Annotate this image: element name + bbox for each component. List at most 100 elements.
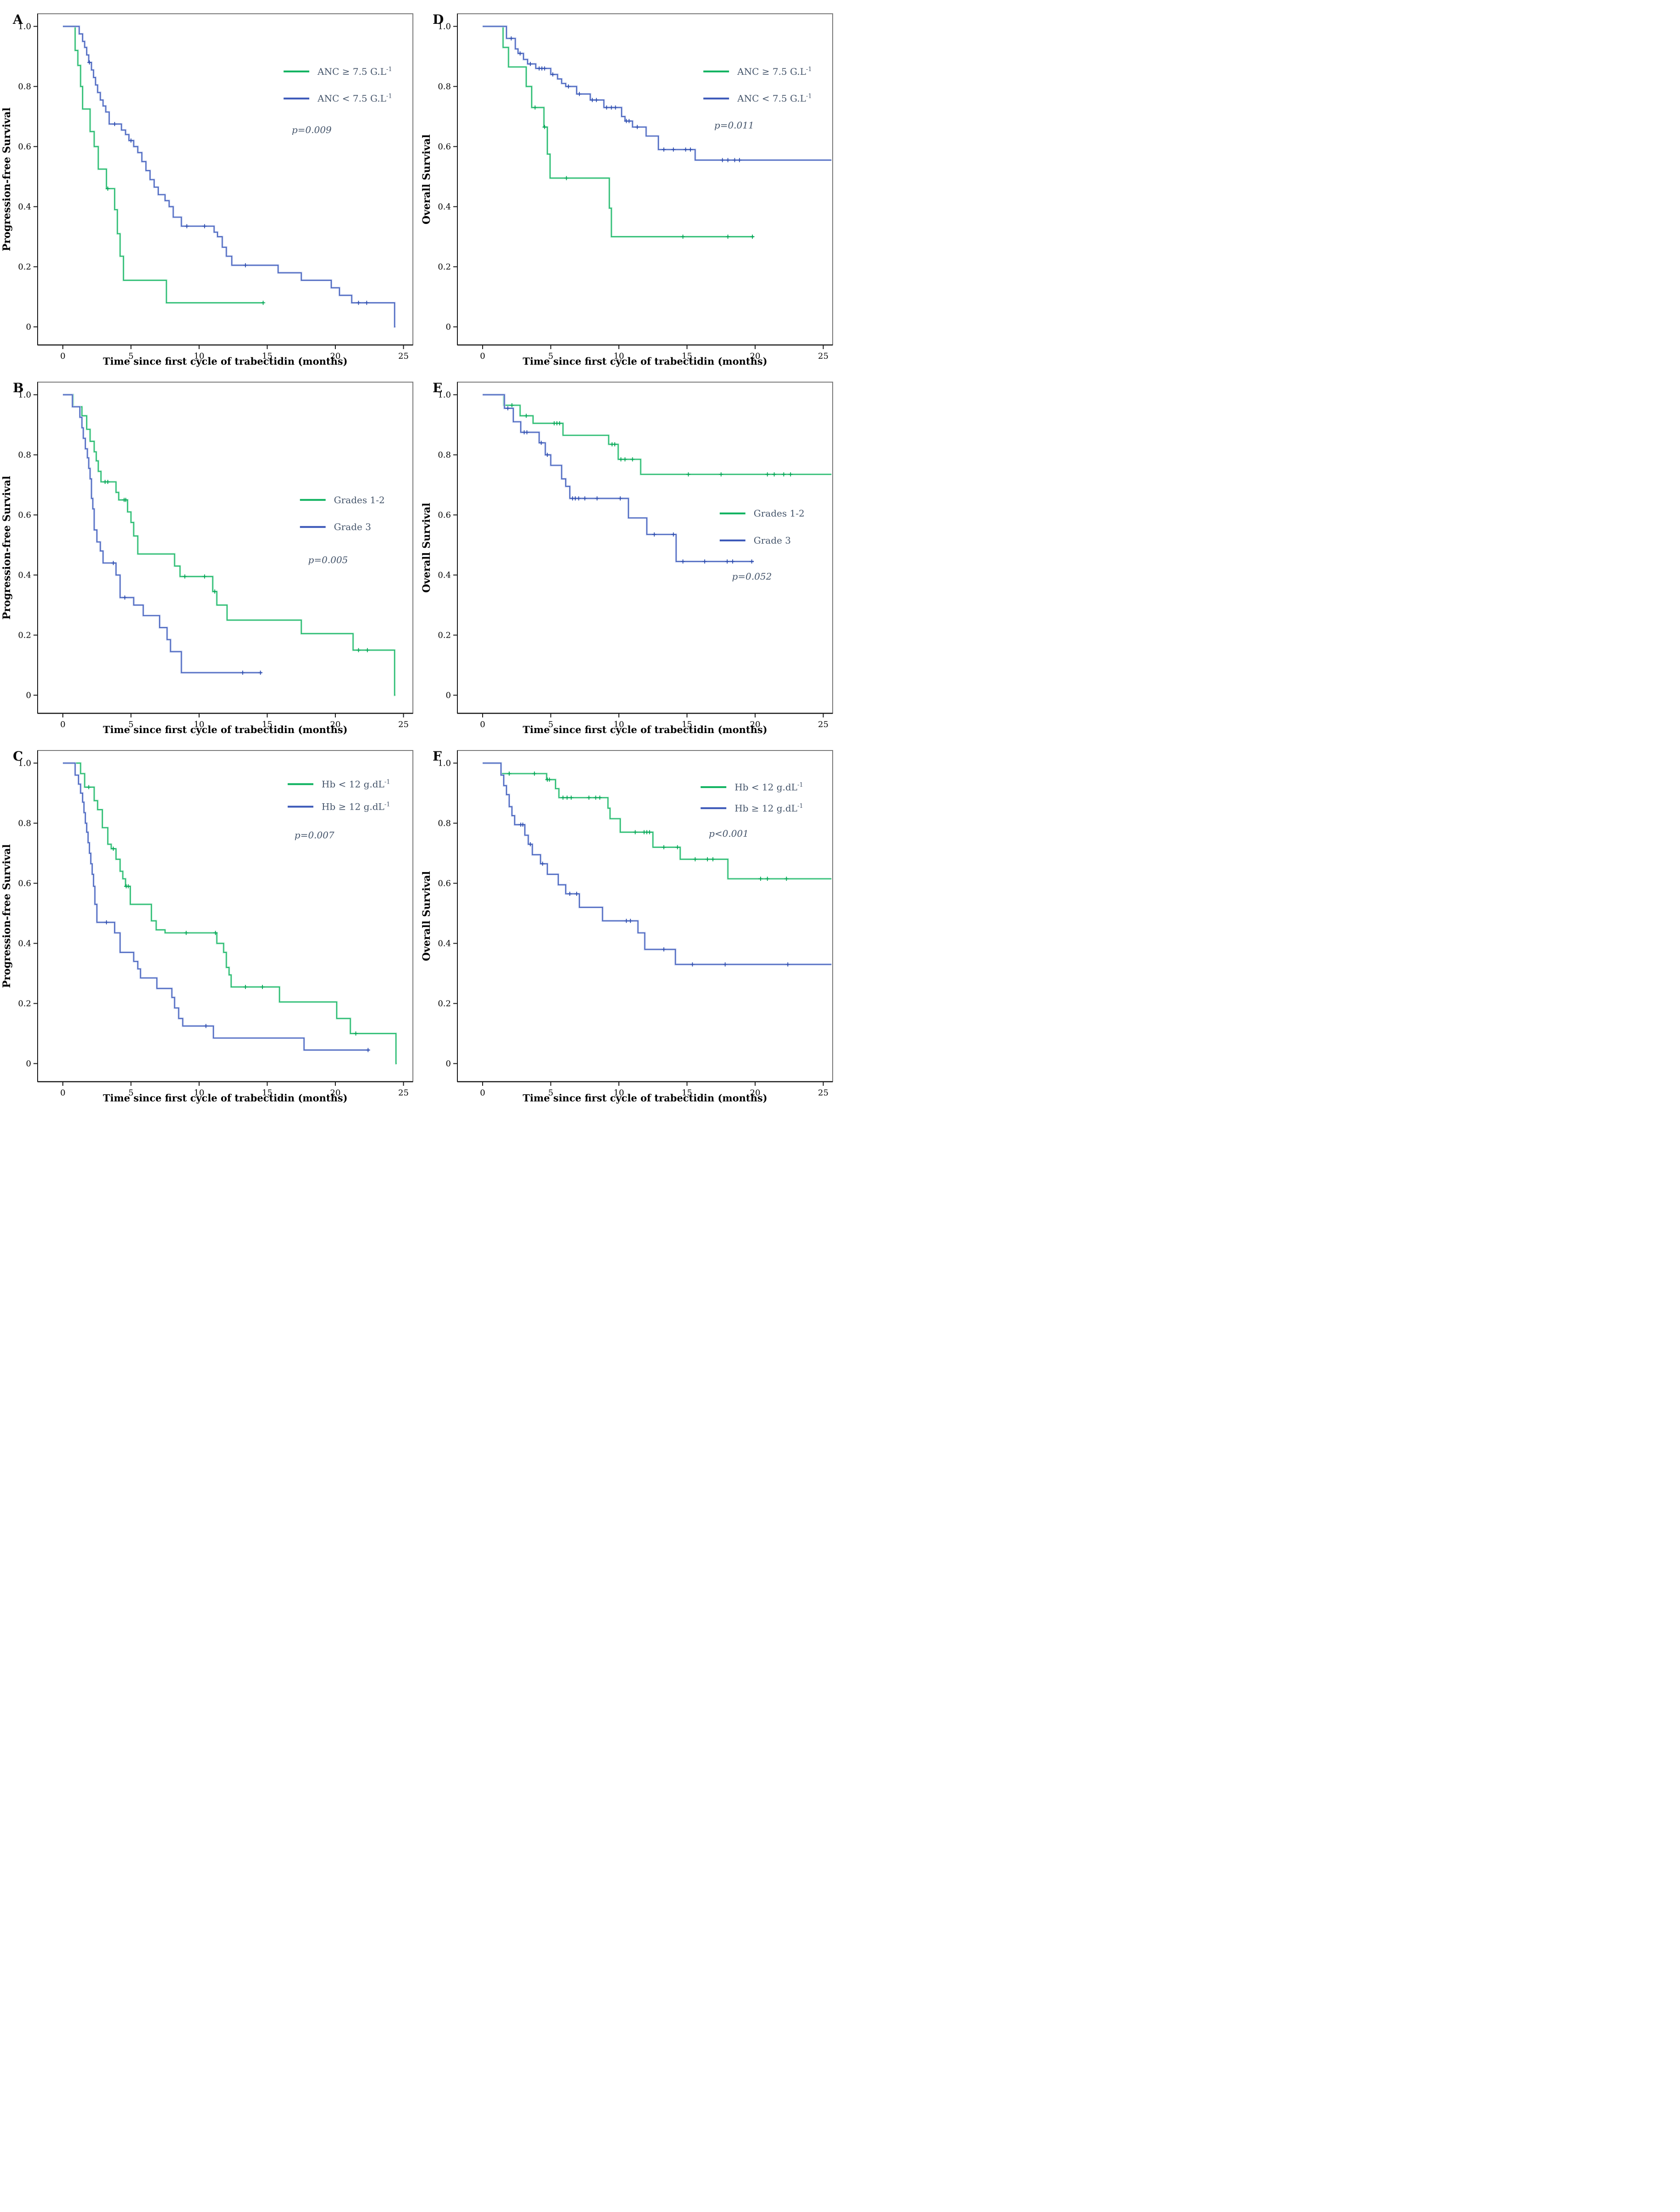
- x-tick-label: 20: [330, 1088, 341, 1098]
- y-tick-label: 0.6: [438, 879, 451, 889]
- x-tick-label: 5: [548, 720, 553, 729]
- panel-letter-a: A: [12, 12, 23, 27]
- y-tick-label: 0.8: [438, 450, 451, 460]
- x-tick-label: 15: [682, 351, 692, 361]
- censor-marks-green-a: [106, 186, 266, 305]
- censor-marks-green-b: [103, 479, 370, 652]
- x-tick-label: 20: [330, 351, 341, 361]
- y-tick-label: 0.4: [18, 202, 31, 212]
- km-curve-halo-green-b: [63, 394, 396, 696]
- x-tick-label: 10: [194, 1088, 205, 1098]
- censor-marks-blue-c: [104, 920, 370, 1052]
- x-tick-label: 0: [60, 720, 65, 729]
- p-value-b: p=0.005: [308, 554, 348, 565]
- censor-marks-green-c: [86, 785, 358, 1036]
- plot-frame: [457, 750, 833, 1082]
- y-tick-label: 0: [446, 1059, 451, 1069]
- y-tick-label: 0.8: [18, 450, 31, 460]
- legend-label-blue-c: Hb ≥ 12 g.dL-1: [322, 801, 390, 812]
- x-tick-label: 0: [60, 351, 65, 361]
- x-tick-label: 5: [128, 720, 134, 729]
- y-axis-title: Progression-free Survival: [1, 844, 13, 988]
- panel-a-chart: 0 0.2 0.4 0.6 0.8 1.0 0 5 10 15 20 25 Progression-fr…: [1, 12, 413, 367]
- x-tick-label: 5: [548, 351, 553, 361]
- p-value-a: p=0.009: [292, 124, 332, 135]
- km-curve-halo-green-e: [483, 394, 832, 476]
- x-tick-label: 0: [60, 1088, 65, 1098]
- panel-b: 0 0.2 0.4 0.6 0.8 1.0 0 5 10 15 20 25 Progression-fr…: [0, 368, 420, 737]
- y-tick-label: 0: [26, 691, 31, 700]
- panel-letter-b: B: [13, 380, 24, 395]
- x-tick-label: 25: [398, 1088, 409, 1098]
- y-tick-label: 0: [446, 691, 451, 700]
- km-curve-blue-b: [63, 394, 262, 673]
- censor-marks-blue-f: [518, 823, 790, 967]
- panel-c-chart: 0 0.2 0.4 0.6 0.8 1.0 0 5 10 15 20 25 Progression-fr…: [1, 749, 413, 1104]
- y-tick-label: 0.4: [438, 571, 451, 580]
- panel-letter-f: F: [433, 749, 442, 764]
- x-tick-label: 15: [262, 720, 273, 729]
- censor-marks-green-e: [510, 403, 793, 477]
- legend-label-blue-b: Grade 3: [334, 522, 371, 533]
- x-tick-label: 0: [480, 720, 485, 729]
- km-curve-halo-blue-b: [63, 394, 262, 674]
- km-curve-halo-blue-f: [483, 762, 832, 966]
- y-tick-label: 0.6: [438, 142, 451, 152]
- km-curve-blue-a: [63, 26, 395, 328]
- x-tick-label: 10: [614, 720, 624, 729]
- y-tick-label: 0.2: [438, 262, 451, 272]
- y-tick-label: 1.0: [438, 759, 451, 768]
- x-tick-label: 10: [194, 720, 205, 729]
- x-tick-label: 15: [262, 1088, 273, 1098]
- y-tick-label: 1.0: [18, 22, 31, 32]
- legend-label-green-c: Hb < 12 g.dL-1: [322, 778, 390, 789]
- censor-marks-blue-e: [506, 406, 754, 564]
- y-tick-label: 0.6: [438, 511, 451, 520]
- x-tick-label: 25: [398, 351, 409, 361]
- y-tick-label: 0.8: [438, 82, 451, 92]
- legend-label-blue-e: Grade 3: [754, 535, 791, 546]
- km-curve-green-a: [63, 26, 264, 303]
- x-tick-label: 20: [750, 720, 761, 729]
- legend-label-blue-a: ANC < 7.5 G.L-1: [317, 93, 392, 104]
- y-tick-label: 0.6: [18, 511, 31, 520]
- km-curve-green-e: [483, 394, 832, 475]
- panel-letter-e: E: [433, 380, 442, 395]
- p-value-d: p=0.011: [714, 120, 754, 131]
- y-tick-label: 0.8: [18, 819, 31, 828]
- km-curve-green-f: [483, 762, 832, 879]
- km-curve-green-b: [63, 394, 395, 696]
- x-axis-title: Time since first cycle of trabectidin (m…: [103, 1092, 347, 1104]
- x-tick-label: 25: [818, 351, 829, 361]
- panel-f: 0 0.2 0.4 0.6 0.8 1.0 0 5 10 15 20 25 Overall Surviv…: [420, 737, 840, 1105]
- x-tick-label: 15: [682, 1088, 692, 1098]
- legend-label-green-b: Grades 1-2: [334, 495, 385, 506]
- x-axis-title: Time since first cycle of trabectidin (m…: [523, 724, 767, 735]
- y-tick-label: 0.2: [18, 999, 31, 1009]
- y-tick-label: 0.8: [438, 819, 451, 828]
- y-tick-label: 0.6: [18, 142, 31, 152]
- y-tick-label: 1.0: [18, 759, 31, 768]
- p-value-f: p<0.001: [709, 828, 749, 839]
- legend-label-blue-d: ANC < 7.5 G.L-1: [737, 93, 812, 104]
- y-tick-label: 0: [26, 1059, 31, 1069]
- y-tick-label: 0.2: [18, 631, 31, 640]
- x-tick-label: 0: [480, 351, 485, 361]
- legend-label-green-a: ANC ≥ 7.5 G.L-1: [317, 66, 392, 77]
- x-tick-label: 5: [128, 1088, 134, 1098]
- km-curve-halo-green-a: [63, 25, 264, 304]
- plot-frame: [37, 13, 413, 345]
- censor-marks-green-d: [533, 105, 755, 239]
- x-axis-title: Time since first cycle of trabectidin (m…: [523, 1092, 767, 1104]
- km-curve-halo-blue-e: [483, 394, 754, 563]
- p-value-e: p=0.052: [732, 571, 772, 582]
- legend-label-green-f: Hb < 12 g.dL-1: [734, 782, 803, 793]
- x-tick-label: 15: [262, 351, 273, 361]
- plot-frame: [457, 13, 833, 345]
- y-tick-label: 0: [446, 322, 451, 332]
- km-curve-blue-f: [483, 762, 832, 965]
- x-tick-label: 10: [194, 351, 205, 361]
- censor-marks-blue-a: [87, 60, 369, 305]
- x-tick-label: 10: [614, 351, 624, 361]
- y-tick-label: 1.0: [438, 22, 451, 32]
